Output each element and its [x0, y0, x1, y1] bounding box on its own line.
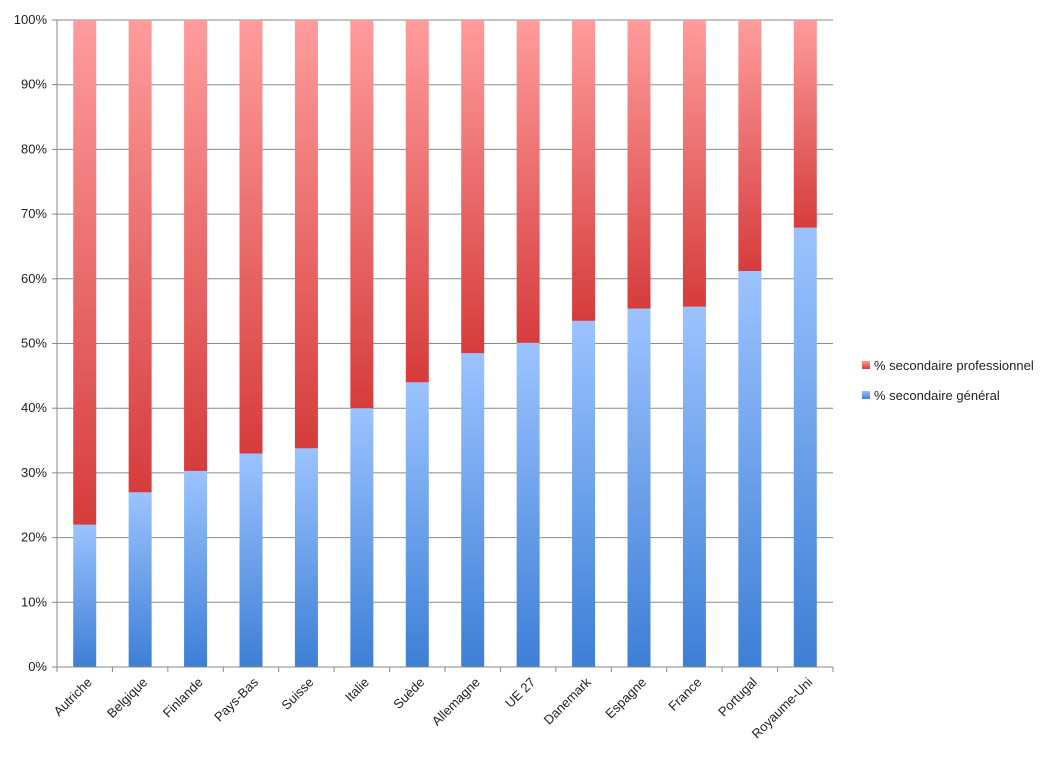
bar-general	[682, 306, 706, 667]
x-tick-label: Autriche	[50, 675, 94, 719]
bar-general	[73, 524, 97, 667]
bar-professionnel	[627, 20, 651, 309]
x-tick-label: France	[665, 675, 704, 714]
x-axis-tick-labels: Autriche Belgique Finlande Pays-Bas Suisse It…	[50, 674, 815, 741]
x-tick-label: Portugal	[715, 674, 760, 719]
x-tick-label: Espagne	[602, 675, 649, 722]
bar-professionnel	[738, 20, 762, 272]
x-tick-label: Suède	[390, 675, 427, 712]
bar-professionnel	[73, 20, 97, 525]
bar-professionnel	[682, 20, 706, 307]
bar-professionnel	[572, 20, 596, 321]
bar-general	[405, 382, 429, 667]
x-tick-label: Italie	[342, 675, 372, 705]
bar-general	[350, 408, 374, 667]
y-tick-label: 70%	[21, 206, 47, 221]
bar-general	[738, 271, 762, 667]
y-tick-label: 60%	[21, 271, 47, 286]
gridlines	[57, 19, 833, 603]
legend-swatch-general	[862, 391, 870, 399]
bar-general	[516, 342, 540, 667]
y-tick-label: 100%	[14, 12, 48, 27]
bar-professionnel	[239, 20, 263, 454]
bar-general	[461, 353, 485, 667]
legend-swatch-professionnel	[862, 361, 870, 369]
bar-professionnel	[516, 20, 540, 343]
y-tick-label: 20%	[21, 530, 47, 545]
y-tick-label: 0%	[28, 659, 47, 674]
x-tick-label: Pays-Bas	[211, 674, 261, 724]
x-tick-label: UE 27	[502, 675, 538, 711]
bar-professionnel	[405, 20, 429, 383]
y-tick-label: 80%	[21, 141, 47, 156]
axes	[52, 19, 834, 672]
y-axis-tick-labels: 0% 10% 20% 30% 40% 50% 60% 70% 80% 90% 100%	[14, 12, 48, 674]
bar-professionnel	[461, 20, 485, 354]
bar-professionnel	[294, 20, 318, 449]
y-tick-label: 10%	[21, 594, 47, 609]
legend: % secondaire professionnel % secondaire g…	[862, 358, 1034, 403]
bar-professionnel	[350, 20, 374, 409]
y-tick-label: 50%	[21, 336, 47, 351]
bar-general	[793, 227, 817, 667]
bar-general	[627, 308, 651, 667]
bar-general	[239, 453, 263, 667]
bar-professionnel	[128, 20, 152, 493]
x-tick-label: Allemagne	[429, 675, 483, 729]
legend-label-general: % secondaire général	[874, 388, 1000, 403]
bar-general	[128, 492, 152, 667]
bar-general	[294, 448, 318, 667]
x-tick-label: Belgique	[104, 675, 150, 721]
bars	[73, 20, 817, 667]
x-tick-label: Finlande	[160, 675, 206, 721]
x-tick-label: Suisse	[278, 675, 316, 713]
bar-general	[572, 320, 596, 667]
y-tick-label: 90%	[21, 77, 47, 92]
x-tick-label: Danemark	[541, 674, 594, 727]
bar-professionnel	[793, 20, 817, 228]
y-tick-label: 30%	[21, 465, 47, 480]
bar-general	[184, 470, 208, 667]
bar-professionnel	[184, 20, 208, 471]
legend-label-professionnel: % secondaire professionnel	[874, 358, 1034, 373]
y-tick-label: 40%	[21, 400, 47, 415]
